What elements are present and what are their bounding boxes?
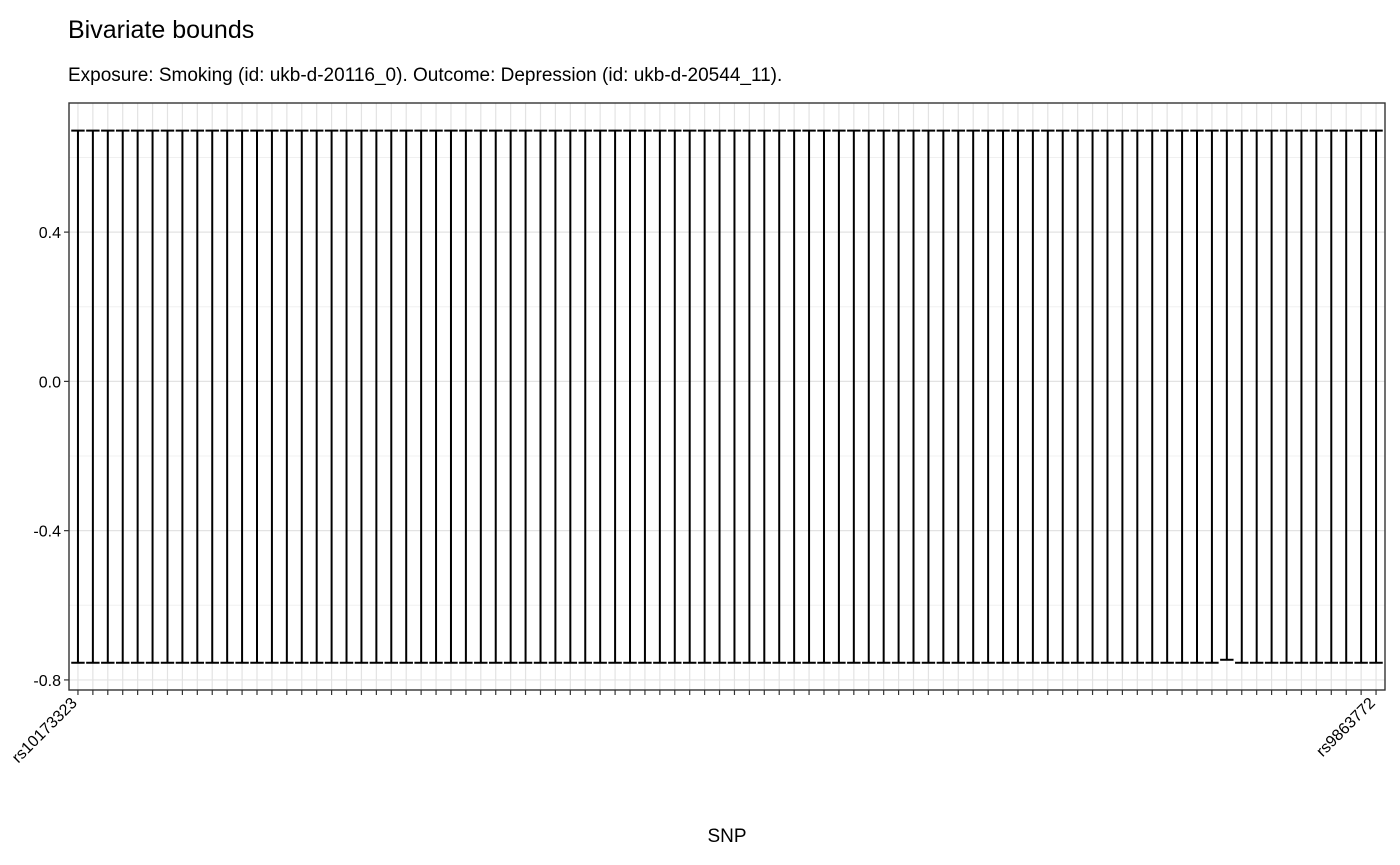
- error-bar: [160, 129, 175, 664]
- error-bar: [1011, 129, 1025, 664]
- chart-title: Bivariate bounds: [68, 16, 254, 44]
- error-bar: [832, 129, 846, 664]
- error-bar: [1324, 129, 1338, 664]
- error-bar: [250, 129, 264, 664]
- y-tick-label: -0.4: [33, 524, 61, 541]
- error-bar: [295, 129, 309, 664]
- error-bar: [981, 129, 995, 664]
- error-bar: [1100, 129, 1115, 664]
- error-bar: [1026, 129, 1040, 664]
- error-bar: [1056, 129, 1070, 664]
- error-bar: [906, 129, 921, 664]
- error-bar: [116, 129, 130, 664]
- error-bar: [623, 129, 637, 664]
- error-bar: [1145, 129, 1159, 664]
- error-bar: [429, 129, 443, 664]
- error-bar: [220, 129, 234, 664]
- error-bar: [414, 129, 428, 664]
- error-bar: [772, 129, 786, 664]
- x-tick-label: rs10173323: [9, 695, 81, 767]
- error-bar: [175, 129, 190, 664]
- error-bar: [190, 129, 205, 664]
- error-bar: [339, 129, 354, 664]
- error-bar: [1041, 129, 1055, 664]
- error-bar: [1085, 129, 1100, 664]
- error-bar: [1279, 129, 1294, 664]
- error-bar: [280, 129, 294, 664]
- error-bar: [876, 129, 891, 664]
- x-axis-title: SNP: [707, 826, 746, 847]
- error-bar: [578, 129, 592, 664]
- error-bar: [1175, 129, 1189, 664]
- error-bar: [563, 129, 578, 664]
- error-bar: [653, 129, 667, 664]
- error-bar: [1130, 129, 1145, 664]
- error-bar: [936, 129, 951, 664]
- error-bar: [891, 129, 906, 664]
- error-bar: [1070, 129, 1085, 664]
- error-bar: [1264, 129, 1279, 664]
- error-bar: [1160, 129, 1174, 664]
- error-bar: [787, 129, 801, 664]
- error-bar: [1220, 129, 1234, 661]
- error-bar: [668, 129, 682, 664]
- error-bar: [697, 129, 712, 664]
- error-bar: [1190, 129, 1204, 664]
- error-bar: [1115, 129, 1130, 664]
- error-bar: [1294, 129, 1309, 664]
- error-bar: [757, 129, 772, 664]
- y-tick-label: 0.4: [39, 225, 61, 242]
- chart-subtitle: Exposure: Smoking (id: ukb-d-20116_0). O…: [68, 65, 782, 86]
- error-bar: [145, 129, 160, 664]
- error-bar: [712, 129, 727, 664]
- error-bar: [548, 129, 563, 664]
- error-bar: [489, 129, 503, 664]
- error-bar: [1205, 129, 1219, 664]
- error-bar: [996, 129, 1010, 664]
- error-bar: [369, 129, 384, 664]
- error-bar: [86, 129, 100, 664]
- error-bar: [265, 129, 279, 664]
- x-tick-label: rs9863772: [1313, 695, 1379, 761]
- error-bar: [1309, 129, 1324, 664]
- error-bar: [324, 129, 339, 664]
- error-bar: [638, 129, 652, 664]
- error-bar: [384, 129, 398, 664]
- error-bar: [399, 129, 413, 664]
- error-bar: [533, 129, 548, 664]
- error-bar: [309, 129, 324, 664]
- error-bar: [966, 129, 980, 664]
- y-tick-label: 0.0: [39, 374, 61, 391]
- error-bar: [682, 129, 697, 664]
- error-bar: [1249, 129, 1264, 664]
- error-bar: [444, 129, 458, 664]
- error-bar: [951, 129, 965, 664]
- error-bar: [862, 129, 876, 664]
- error-bar: [459, 129, 473, 664]
- error-bar: [1369, 129, 1383, 664]
- y-tick-label: -0.8: [33, 673, 61, 690]
- error-bar: [847, 129, 861, 664]
- error-bar: [608, 129, 622, 664]
- error-bar: [71, 129, 85, 664]
- error-bar: [742, 129, 757, 664]
- error-bar: [354, 129, 369, 664]
- error-bar: [1354, 129, 1368, 664]
- error-bar: [1235, 129, 1249, 664]
- error-bar: [593, 129, 607, 664]
- error-bar: [205, 129, 219, 664]
- error-bar: [101, 129, 115, 664]
- error-bar: [802, 129, 816, 664]
- error-bar: [503, 129, 518, 664]
- error-bar: [817, 129, 831, 664]
- plot-border: [68, 102, 1386, 691]
- error-bar: [235, 129, 249, 664]
- error-bar: [474, 129, 488, 664]
- error-bar: [921, 129, 936, 664]
- error-bar: [727, 129, 742, 664]
- error-bar: [1339, 129, 1353, 664]
- error-bar: [130, 129, 145, 664]
- error-bar: [518, 129, 533, 664]
